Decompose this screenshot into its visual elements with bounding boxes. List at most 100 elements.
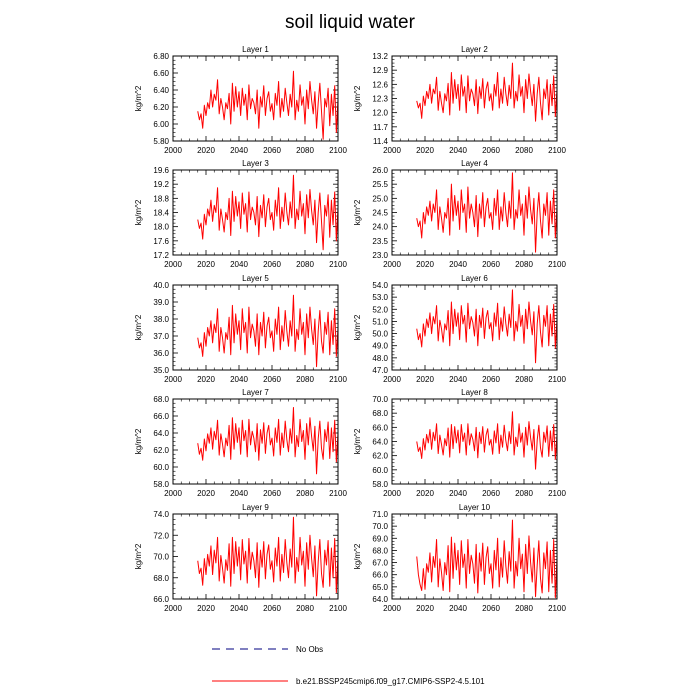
x-tick-label: 2100 [548,260,566,269]
x-tick-label: 2040 [230,146,248,155]
y-tick-label: 62.0 [153,446,169,455]
x-tick-label: 2000 [383,146,401,155]
x-tick-label: 2100 [548,375,566,384]
series-line [197,174,339,251]
y-tick-label: 11.4 [373,137,389,146]
y-tick-label: 6.40 [153,86,169,95]
panel-layer-6: Layer 6 kg/m^2 2000 2020 2040 2060 2080 2100 47.… [353,274,566,384]
x-tick-label: 2080 [515,260,533,269]
panel-layer-1: Layer 1 kg/m^2 2000 2020 2040 2060 2080 2100 5.8… [134,45,347,155]
x-tick-label: 2020 [416,604,434,613]
y-axis-label: kg/m^2 [134,199,143,225]
y-axis-label: kg/m^2 [353,543,362,569]
y-tick-label: 68.0 [372,546,388,555]
x-tick-label: 2020 [416,260,434,269]
y-tick-label: 72.0 [153,531,169,540]
y-tick-label: 19.6 [153,166,169,175]
y-tick-label: 12.9 [372,66,388,75]
y-tick-label: 18.0 [153,223,169,232]
x-tick-label: 2020 [197,260,215,269]
x-tick-label: 2020 [197,375,215,384]
plot-frame [391,513,558,600]
x-tick-label: 2000 [164,375,182,384]
x-tick-label: 2060 [263,146,281,155]
y-tick-label: 58.0 [372,480,388,489]
x-tick-label: 2060 [263,375,281,384]
y-tick-label: 74.0 [153,510,169,519]
y-axis-label: kg/m^2 [134,428,143,454]
y-tick-label: 64.0 [153,429,169,438]
panel-title: Layer 8 [461,388,488,397]
y-axis-label: kg/m^2 [134,314,143,340]
y-tick-label: 17.6 [153,237,169,246]
series-line [416,62,558,122]
series-line [416,411,558,470]
y-tick-label: 5.80 [153,137,169,146]
panel-title: Layer 2 [461,45,488,54]
x-tick-label: 2080 [296,489,314,498]
x-tick-label: 2080 [296,260,314,269]
y-tick-label: 70.0 [372,395,388,404]
panel-layer-2: Layer 2 kg/m^2 2000 2020 2040 2060 2080 2100 11.… [353,45,566,155]
x-tick-label: 2080 [296,604,314,613]
y-tick-label: 23.5 [372,237,388,246]
panel-title: Layer 4 [461,159,488,168]
y-tick-label: 13.2 [372,52,388,61]
y-tick-label: 52.0 [372,305,388,314]
x-tick-label: 2040 [449,489,467,498]
x-tick-label: 2100 [329,604,347,613]
panel-layer-4: Layer 4 kg/m^2 2000 2020 2040 2060 2080 2100 23.… [353,159,566,269]
y-axis-label: kg/m^2 [353,314,362,340]
x-tick-label: 2080 [515,489,533,498]
y-tick-label: 6.00 [153,120,169,129]
y-tick-label: 60.0 [153,463,169,472]
y-tick-label: 38.0 [153,315,169,324]
x-tick-label: 2100 [548,604,566,613]
y-tick-label: 40.0 [153,281,169,290]
x-tick-label: 2000 [383,375,401,384]
series-line [197,407,339,475]
y-tick-label: 68.0 [153,574,169,583]
y-tick-label: 65.0 [372,583,388,592]
panel-layer-9: Layer 9 kg/m^2 2000 2020 2040 2060 2080 2100 66.… [134,503,347,613]
y-tick-label: 23.0 [372,251,388,260]
x-tick-label: 2040 [230,489,248,498]
y-tick-label: 71.0 [372,510,388,519]
y-tick-label: 17.2 [153,251,169,260]
y-tick-label: 70.0 [372,522,388,531]
x-tick-label: 2080 [515,146,533,155]
y-tick-label: 62.0 [372,452,388,461]
plot-frame [172,169,339,256]
series-line [416,172,558,253]
x-tick-label: 2040 [449,146,467,155]
panel-layer-5: Layer 5 kg/m^2 2000 2020 2040 2060 2080 2100 35.… [134,274,347,384]
x-tick-label: 2040 [449,375,467,384]
panel-title: Layer 10 [459,503,491,512]
x-tick-label: 2060 [482,604,500,613]
plot-frame [172,284,339,371]
plot-frame [391,169,558,256]
x-tick-label: 2000 [383,489,401,498]
plot-frame [391,284,558,371]
panel-layer-8: Layer 8 kg/m^2 2000 2020 2040 2060 2080 2100 58.… [353,388,566,498]
x-tick-label: 2060 [263,489,281,498]
y-tick-label: 60.0 [372,466,388,475]
y-tick-label: 49.0 [372,342,388,351]
y-tick-label: 26.0 [372,166,388,175]
x-tick-label: 2060 [482,260,500,269]
x-tick-label: 2100 [329,489,347,498]
y-tick-label: 68.0 [372,409,388,418]
y-tick-label: 36.0 [153,349,169,358]
y-tick-label: 66.0 [372,423,388,432]
series-line [197,70,339,140]
y-tick-label: 18.4 [153,209,169,218]
y-tick-label: 68.0 [153,395,169,404]
x-tick-label: 2100 [548,146,566,155]
x-tick-label: 2000 [164,604,182,613]
x-tick-label: 2060 [482,375,500,384]
x-tick-label: 2080 [515,604,533,613]
x-tick-label: 2080 [296,375,314,384]
x-tick-label: 2020 [197,604,215,613]
x-tick-label: 2020 [197,146,215,155]
